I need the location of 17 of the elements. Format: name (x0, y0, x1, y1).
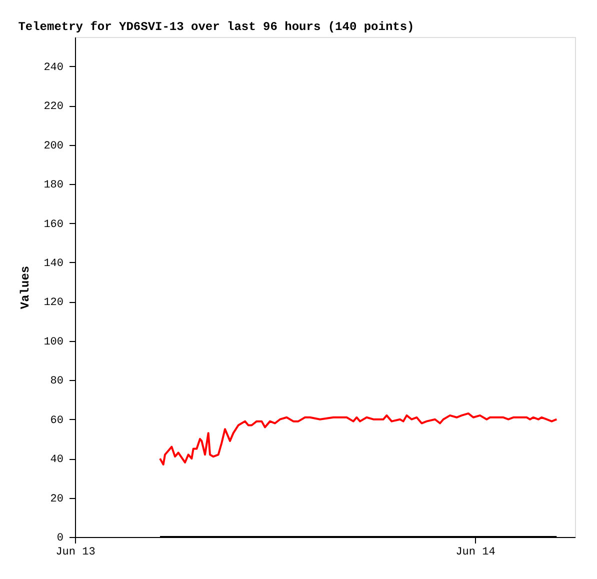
y-tick-label: 80 (50, 376, 64, 388)
y-tick-label: 220 (44, 101, 64, 114)
x-tick-label: Jun 13 (56, 546, 96, 558)
y-axis-title: Values (18, 266, 33, 310)
y-tick-label: 100 (44, 336, 64, 348)
x-tick-label: Jun 14 (456, 546, 496, 558)
y-tick-label: 160 (44, 218, 64, 231)
y-tick-label: 120 (44, 297, 64, 310)
y-tick-label: 40 (50, 454, 64, 466)
y-tick-label: 20 (50, 493, 64, 506)
y-tick-label: 200 (44, 140, 64, 152)
y-tick-label: 240 (44, 62, 64, 74)
y-tick-label: 60 (50, 414, 64, 427)
y-tick-label: 140 (44, 258, 64, 270)
y-tick-label: 0 (56, 532, 64, 544)
y-tick-label: 180 (44, 180, 64, 192)
chart-title: Telemetry for YD6SVI-13 over last 96 hours (140 points) (18, 20, 414, 34)
